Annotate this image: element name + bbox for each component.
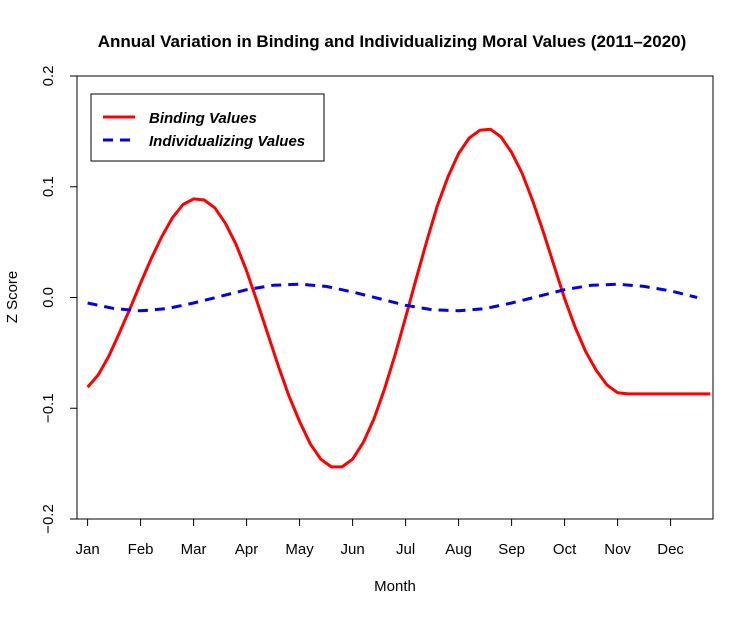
y-axis: −0.2 −0.1 0.0 0.1 0.2 [40, 66, 78, 534]
series-line-binding [86, 127, 711, 469]
x-tick-label: Dec [657, 541, 684, 558]
y-tick-label: 0.0 [40, 287, 57, 308]
x-axis-title: Month [374, 578, 416, 595]
x-tick-label: Sep [498, 541, 525, 558]
legend-label-binding: Binding Values [149, 110, 257, 127]
series-line-individualizing [87, 282, 698, 313]
y-axis-title: Z Score [4, 271, 21, 324]
series-layer [86, 127, 711, 469]
x-tick-label: May [285, 541, 314, 558]
legend: Binding Values Individualizing Values [90, 93, 325, 162]
x-tick-label: Nov [604, 541, 631, 558]
y-tick-label: 0.2 [40, 66, 57, 87]
legend-label-individualizing: Individualizing Values [149, 133, 305, 150]
x-tick-label: Oct [553, 541, 577, 558]
x-tick-label: Apr [235, 541, 258, 558]
x-tick-label: Mar [181, 541, 207, 558]
y-tick-label: 0.1 [40, 176, 57, 197]
x-tick-label: Aug [445, 541, 472, 558]
chart-title: Annual Variation in Binding and Individu… [98, 32, 687, 51]
x-tick-label: Jun [341, 541, 365, 558]
x-tick-label: Jul [396, 541, 415, 558]
x-tick-label: Jan [76, 541, 100, 558]
x-tick-label: Feb [128, 541, 154, 558]
y-tick-label: −0.2 [40, 504, 57, 534]
legend-box [90, 93, 325, 162]
x-axis: Jan Feb Mar Apr May Jun Jul Aug Sep Oct Nov Dec [76, 518, 684, 558]
y-tick-label: −0.1 [40, 393, 57, 423]
